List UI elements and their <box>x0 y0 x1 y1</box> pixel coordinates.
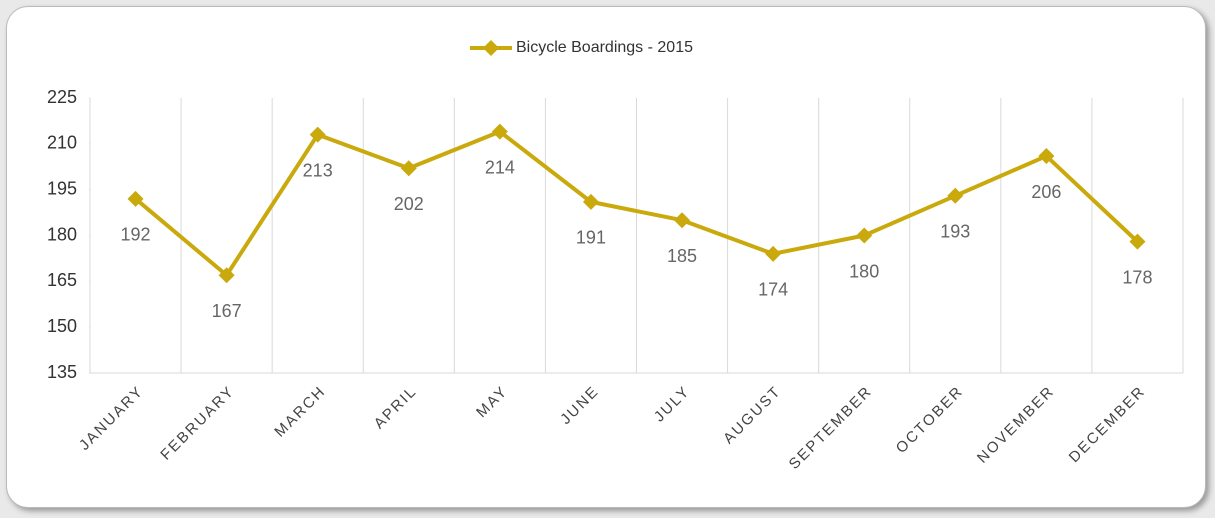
y-tick-label: 150 <box>47 316 77 336</box>
x-tick-label: DECEMBER <box>1066 383 1149 466</box>
data-label: 174 <box>758 280 788 300</box>
x-tick-label: JANUARY <box>76 383 147 454</box>
data-label: 178 <box>1122 267 1152 287</box>
x-tick-label: JUNE <box>557 383 602 428</box>
point-marker <box>127 190 144 207</box>
point-marker <box>765 245 782 262</box>
data-label: 213 <box>303 160 333 180</box>
point-marker <box>218 267 235 284</box>
point-marker <box>674 212 691 229</box>
point-marker <box>1129 233 1146 250</box>
point-marker <box>947 187 964 204</box>
data-label: 191 <box>576 228 606 248</box>
x-tick-label: MARCH <box>271 383 329 441</box>
point-marker <box>400 160 417 177</box>
point-marker <box>1038 148 1055 165</box>
data-label: 185 <box>667 246 697 266</box>
data-label: 214 <box>485 157 515 177</box>
y-tick-label: 225 <box>47 87 77 107</box>
data-label: 202 <box>394 194 424 214</box>
point-marker <box>309 126 326 143</box>
x-tick-label: MAY <box>473 383 511 421</box>
x-tick-label: AUGUST <box>720 383 785 448</box>
x-tick-label: NOVEMBER <box>974 383 1058 467</box>
data-label: 180 <box>849 261 879 281</box>
point-marker <box>491 123 508 140</box>
x-tick-label: JULY <box>651 383 694 426</box>
y-tick-label: 135 <box>47 362 77 382</box>
y-tick-label: 195 <box>47 178 77 198</box>
y-tick-label: 180 <box>47 224 77 244</box>
y-tick-label: 210 <box>47 133 77 153</box>
legend-marker <box>483 40 499 56</box>
x-tick-label: SEPTEMBER <box>786 383 876 473</box>
legend-label: Bicycle Boardings - 2015 <box>516 39 693 56</box>
x-tick-label: FEBRUARY <box>157 383 238 464</box>
data-label: 167 <box>212 301 242 321</box>
data-label: 192 <box>121 225 151 245</box>
point-marker <box>582 193 599 210</box>
y-tick-label: 165 <box>47 270 77 290</box>
data-label: 206 <box>1031 182 1061 202</box>
series-line <box>134 129 1139 278</box>
data-label: 193 <box>940 222 970 242</box>
x-tick-label: APRIL <box>371 383 421 433</box>
x-tick-label: OCTOBER <box>893 383 967 457</box>
point-marker <box>856 227 873 244</box>
